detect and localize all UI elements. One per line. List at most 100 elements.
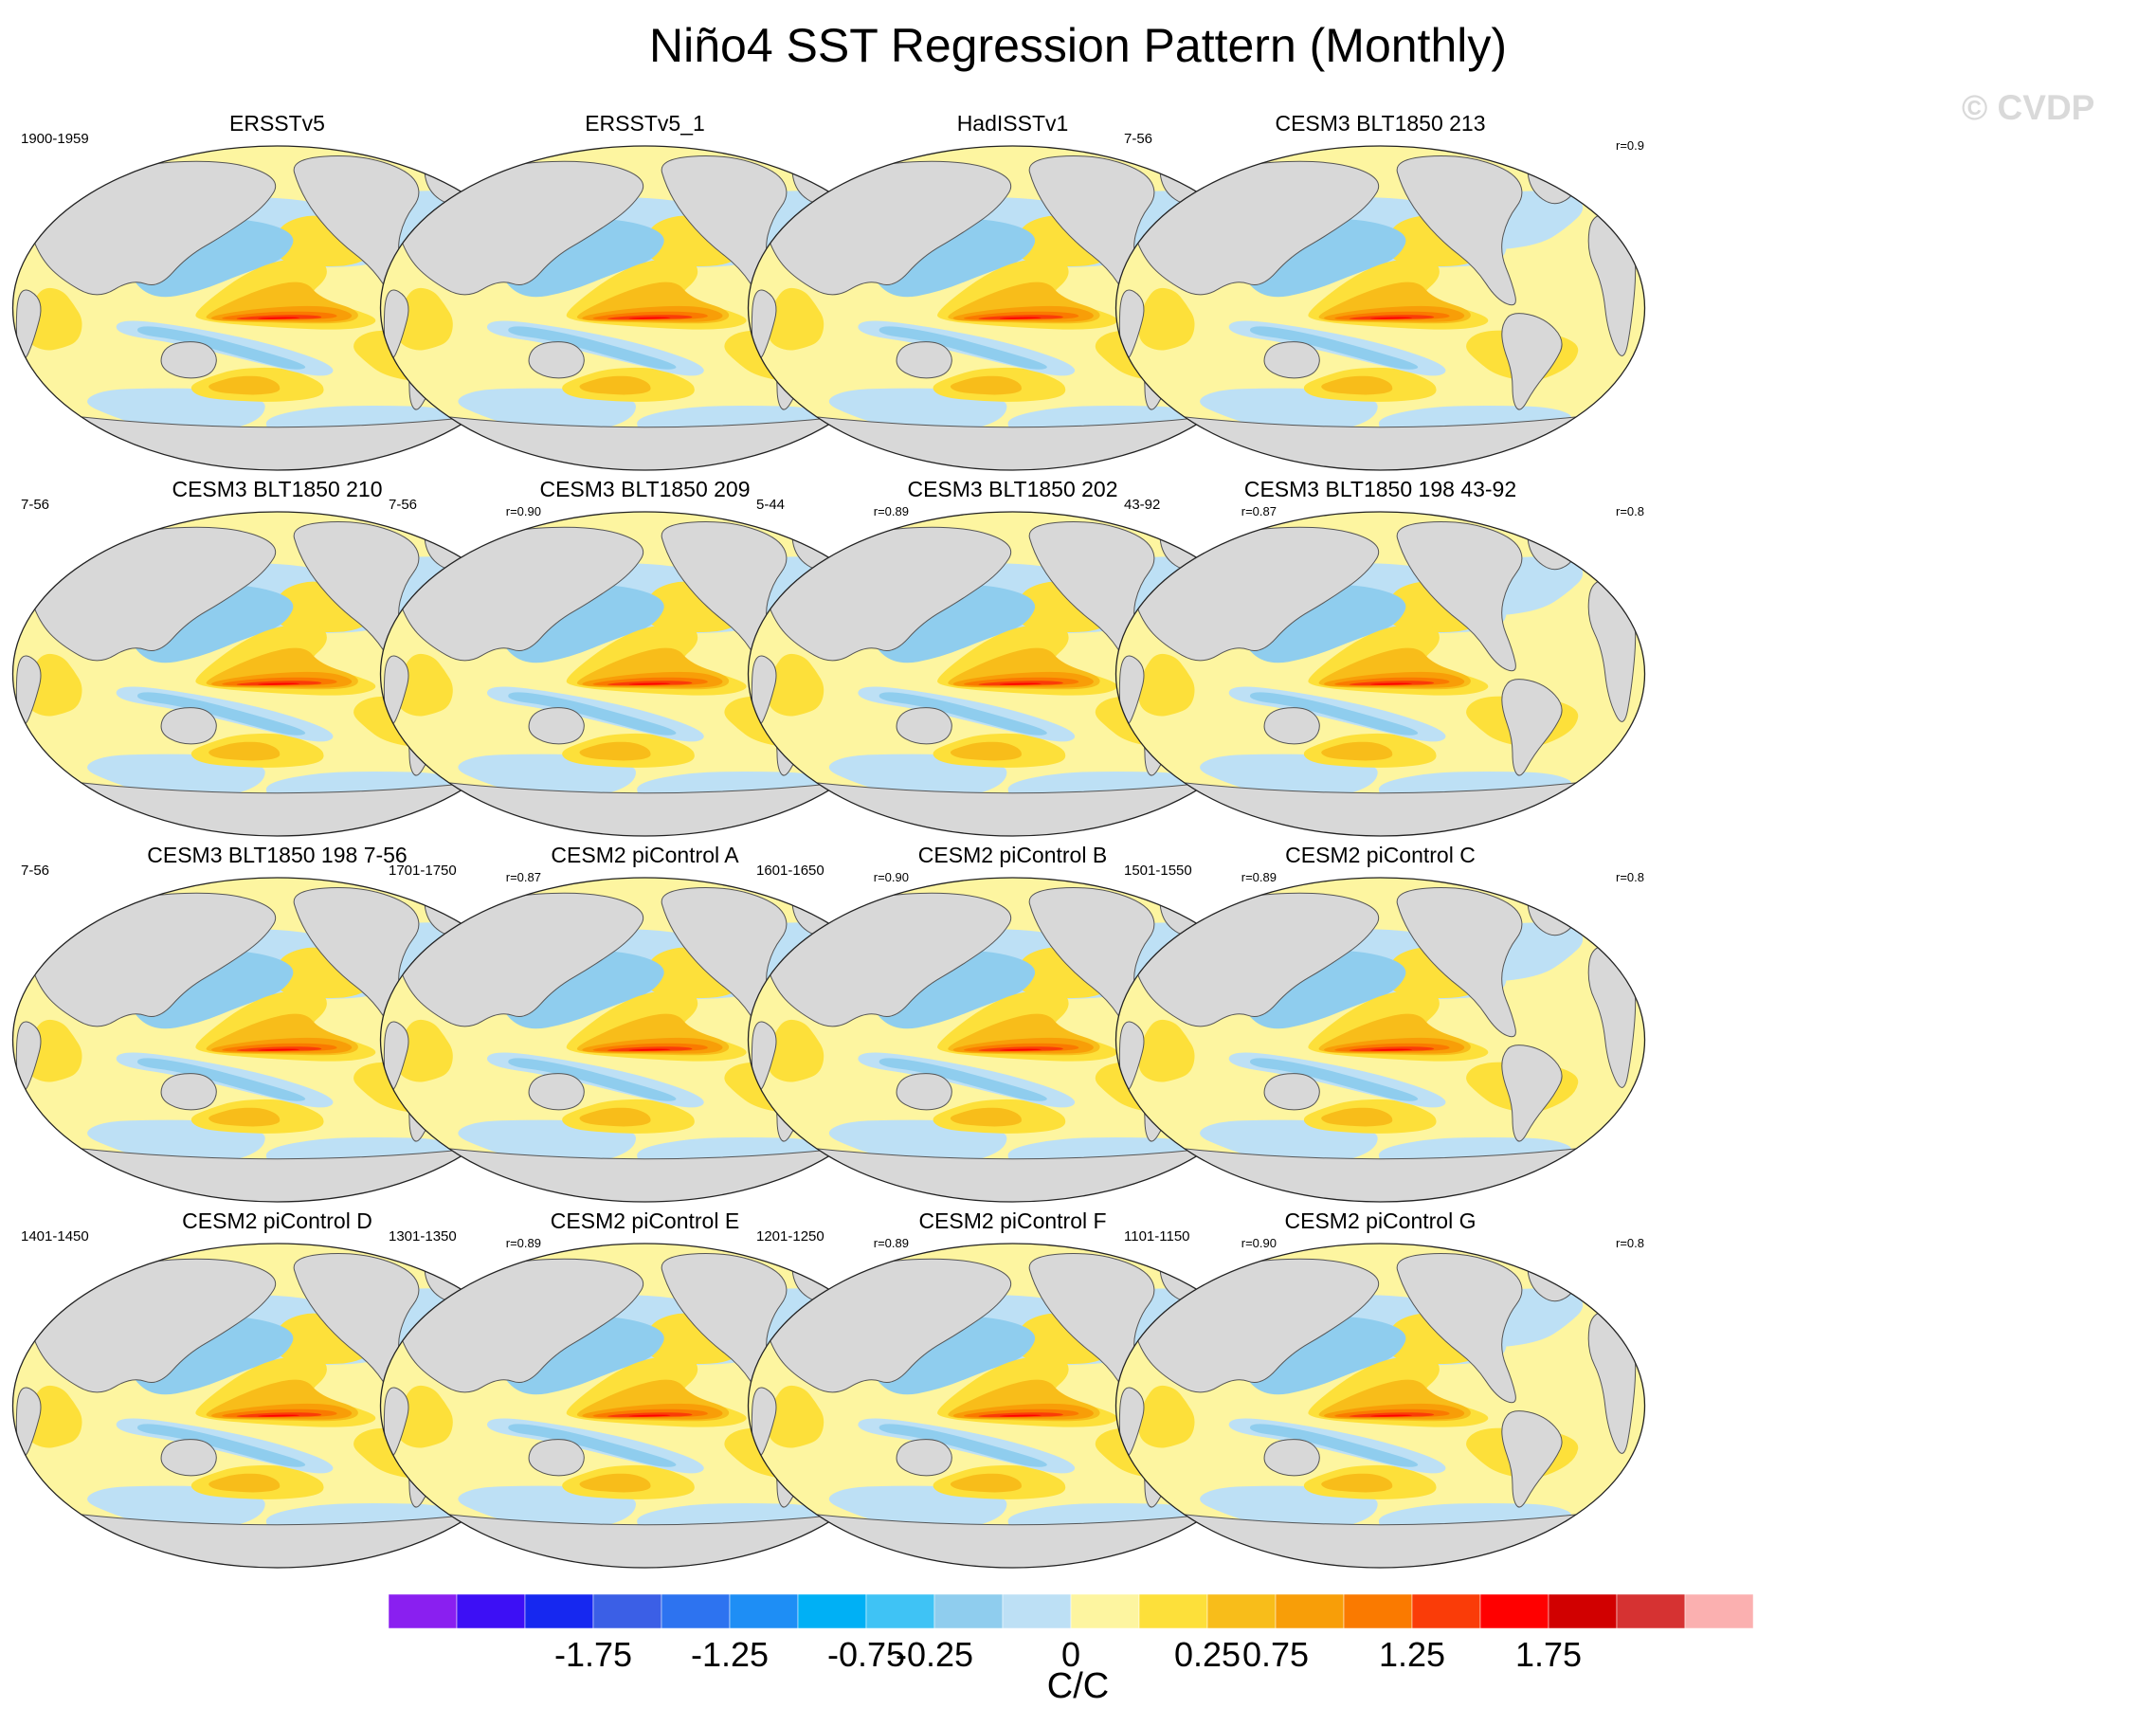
regression-map — [379, 1243, 911, 1569]
map-contents — [1115, 146, 1645, 470]
panel-pattern-correlation: r=0.8 — [1616, 1236, 1644, 1250]
north-america-landmass — [1396, 887, 1523, 1038]
sst-contour — [999, 317, 1042, 319]
panel-pattern-correlation: r=0.90 — [505, 504, 541, 518]
sst-contour — [136, 1058, 306, 1101]
map-panel: CESM3 BLT1850 210 7-56 r=0.90 — [9, 476, 545, 841]
colorbar-box — [389, 1594, 458, 1629]
map-panel: CESM2 piControl C 1501-1550 r=0.8 — [1113, 842, 1648, 1207]
sst-contour — [628, 317, 671, 319]
panel-title: CESM2 piControl F — [918, 1208, 1107, 1233]
sst-contour — [978, 681, 1063, 686]
panel-period-label: 1201-1250 — [756, 1228, 824, 1245]
panel-title: CESM3 BLT1850 210 — [172, 477, 383, 501]
colorbar-tick-label: 0.75 — [1242, 1635, 1309, 1670]
panel-title: CESM3 BLT1850 209 — [539, 477, 751, 501]
sst-contour — [508, 1424, 677, 1467]
sst-contour — [208, 375, 281, 395]
panel-pattern-correlation: r=0.9 — [1616, 138, 1644, 153]
south-america-landmass — [1501, 313, 1563, 410]
sst-contour — [628, 1048, 671, 1051]
panel-pattern-correlation: r=0.87 — [1241, 504, 1277, 518]
colorbar-box — [865, 1594, 935, 1629]
colorbar-box — [1275, 1594, 1345, 1629]
sst-contour — [1249, 326, 1419, 370]
sst-contour — [978, 1412, 1063, 1418]
sst-contour — [1349, 1412, 1435, 1418]
sst-contour — [999, 1414, 1042, 1417]
colorbar-box — [933, 1594, 1004, 1629]
sst-contour — [1249, 1058, 1419, 1101]
sst-contour — [950, 375, 1022, 395]
australia-landmass — [896, 707, 952, 745]
panel-period-label: 43-92 — [1124, 497, 1161, 513]
sst-contour — [978, 1046, 1063, 1052]
sst-contour — [1370, 317, 1413, 319]
sst-contour — [768, 653, 824, 717]
map-panel: CESM3 BLT1850 198 43-92 43-92 r=0.8 — [1113, 476, 1648, 841]
panel-title: HadISSTv1 — [956, 111, 1069, 136]
colorbar-tick-label: 1.75 — [1515, 1635, 1582, 1670]
panel-title: ERSSTv5_1 — [585, 111, 705, 136]
figure-title: Niño4 SST Regression Pattern (Monthly) — [648, 19, 1508, 72]
sst-contour — [236, 315, 322, 320]
colorbar-tick-label: -1.25 — [691, 1635, 769, 1670]
colorbar-box — [1070, 1594, 1140, 1629]
globe-outline — [1114, 877, 1646, 1203]
sst-contour — [136, 1424, 306, 1467]
sst-contour — [1349, 681, 1435, 686]
sst-contour — [879, 1424, 1047, 1467]
colorbar-box — [592, 1594, 662, 1629]
sst-contour — [579, 741, 651, 761]
sst-contour — [579, 1473, 651, 1493]
sst-contour — [978, 315, 1063, 320]
panel-period-label: 1401-1450 — [21, 1228, 89, 1245]
colorbar-tick-label: -0.25 — [896, 1635, 973, 1670]
sst-contour — [607, 1046, 693, 1052]
map-panel: CESM2 piControl G 1101-1150 r=0.8 — [1113, 1208, 1648, 1572]
panel-title: CESM2 piControl C — [1285, 843, 1476, 867]
sst-contour — [607, 681, 693, 686]
panel-title: CESM2 piControl E — [550, 1208, 740, 1233]
sst-contour — [236, 1046, 322, 1052]
sst-contour — [1370, 1048, 1413, 1051]
panel-title: CESM3 BLT1850 198 7-56 — [147, 843, 408, 867]
sst-contour — [236, 681, 322, 686]
map-panel: CESM2 piControl E 1301-1350 r=0.89 — [377, 1208, 913, 1572]
australia-landmass — [896, 1439, 952, 1477]
regression-map — [11, 511, 543, 837]
sst-contour — [258, 317, 300, 319]
sst-contour — [508, 692, 677, 736]
map-panel: CESM3 BLT1850 213 7-56 r=0.9 — [1113, 110, 1648, 475]
australia-landmass — [160, 1439, 217, 1477]
regression-map — [1114, 1243, 1646, 1569]
sst-contour — [208, 1107, 281, 1127]
regression-map — [1114, 877, 1646, 1203]
colorbar-box — [1206, 1594, 1277, 1629]
sst-contour — [628, 682, 671, 685]
colorbar-box — [1616, 1594, 1686, 1629]
colorbar-box — [1548, 1594, 1618, 1629]
sst-contour — [396, 1019, 453, 1082]
map-contents — [1115, 1244, 1645, 1568]
sst-contour — [208, 741, 281, 761]
sst-contour — [628, 1414, 671, 1417]
panel-title: CESM3 BLT1850 202 — [907, 477, 1118, 501]
australia-landmass — [1263, 1073, 1320, 1111]
panel-period-label: 1701-1750 — [389, 863, 457, 879]
colorbar: -1.75 -1.25 -0.75-0.25 0 0.25 0.75 1.25 1.75 — [389, 1594, 1754, 1670]
north-america-landmass — [1396, 155, 1523, 306]
panel-period-label: 5-44 — [756, 497, 786, 513]
australia-landmass — [528, 341, 585, 379]
australia-landmass — [160, 341, 217, 379]
colorbar-tick-label: 0 — [1061, 1635, 1080, 1670]
panel-period-label: 1301-1350 — [389, 1228, 457, 1245]
panel-title: ERSSTv5 — [229, 111, 325, 136]
sst-contour — [999, 1048, 1042, 1051]
australia-landmass — [160, 1073, 217, 1111]
map-contents — [1115, 878, 1645, 1202]
globe-outline — [1114, 145, 1646, 471]
sst-contour — [1321, 1473, 1393, 1493]
panel-pattern-correlation: r=0.8 — [1616, 504, 1644, 518]
colorbar-box — [661, 1594, 731, 1629]
